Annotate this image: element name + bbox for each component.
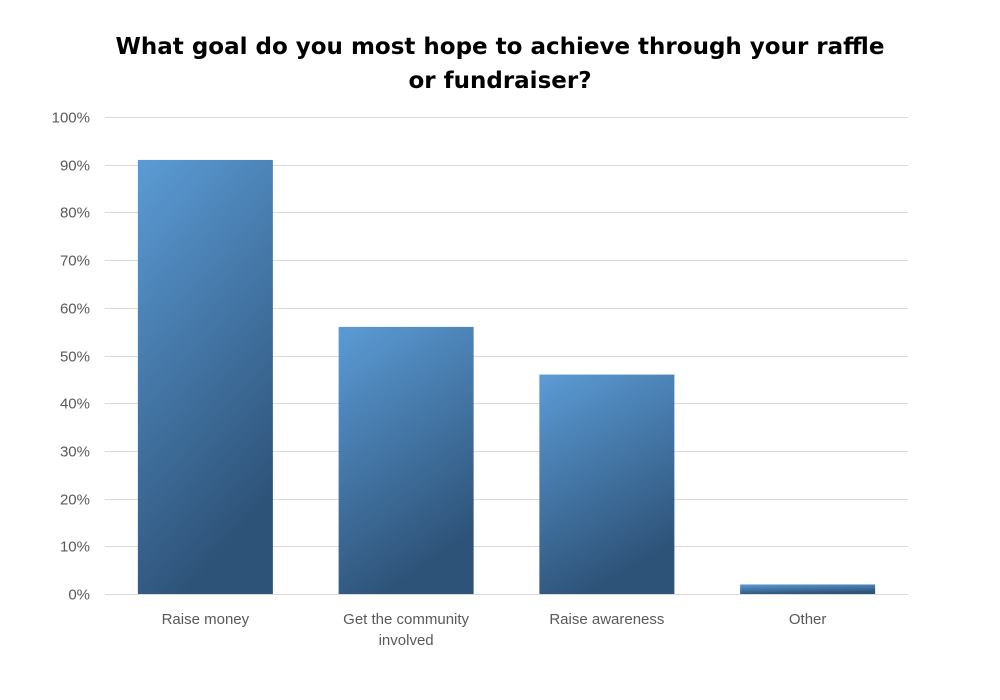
x-category-label: Raise money <box>162 611 250 628</box>
chart-title: What goal do you most hope to achieve th… <box>0 30 1000 98</box>
bars <box>137 159 876 594</box>
y-tick-label: 100% <box>52 110 90 127</box>
x-category-label: Other <box>789 611 827 628</box>
y-tick-label: 80% <box>60 205 90 222</box>
y-tick-label: 40% <box>60 396 90 413</box>
y-axis-tick-labels: 0% 10% 20% 30% 40% 50% 60% 70% 80% 90% 100% <box>52 110 90 604</box>
chart-title-line-2: or fundraiser? <box>408 68 592 94</box>
x-category-label: Get the community involved <box>343 611 469 649</box>
y-tick-label: 20% <box>60 492 90 509</box>
x-category-label: Raise awareness <box>549 611 664 628</box>
bar <box>740 584 876 594</box>
bar <box>137 159 273 594</box>
y-tick-label: 70% <box>60 253 90 270</box>
y-tick-label: 50% <box>60 349 90 366</box>
y-tick-label: 10% <box>60 539 90 556</box>
y-tick-label: 90% <box>60 158 90 175</box>
y-tick-label: 60% <box>60 301 90 318</box>
bar <box>539 374 675 594</box>
bar <box>338 326 474 594</box>
y-tick-label: 30% <box>60 444 90 461</box>
x-axis-category-labels: Raise money Get the community involved Rais… <box>162 611 827 649</box>
chart-title-line-1: What goal do you most hope to achieve th… <box>115 34 885 60</box>
y-tick-label: 0% <box>68 587 90 604</box>
